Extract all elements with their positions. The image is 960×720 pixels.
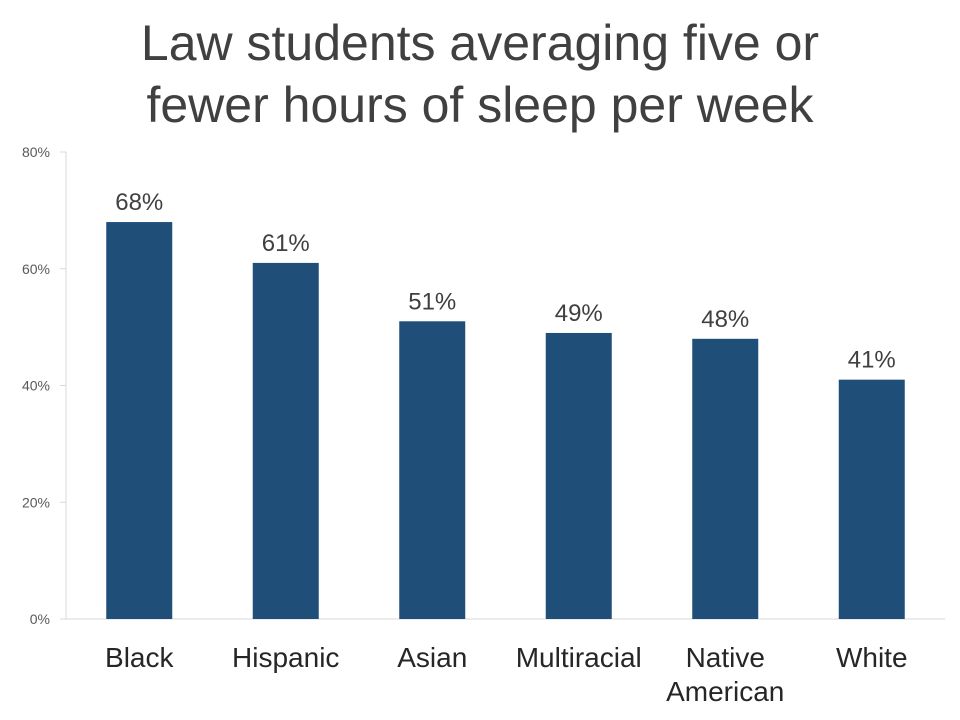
category-label: Black: [105, 642, 174, 673]
category-labels: Black Hispanic Asian Multiracial NativeAmeri…: [105, 642, 908, 707]
y-tick-label: 20%: [22, 494, 50, 510]
data-labels: 68% 61% 51% 49% 48% 41%: [115, 189, 896, 374]
chart-title: Law students averaging five or fewer hou…: [0, 12, 960, 136]
y-tick-label: 0%: [30, 611, 50, 627]
category-label: Multiracial: [516, 642, 642, 673]
bar: [692, 338, 759, 619]
chart-title-line-1: Law students averaging five or: [140, 15, 820, 71]
category-label: White: [836, 642, 908, 673]
bars: [106, 222, 905, 620]
y-tick-label: 80%: [22, 144, 50, 160]
data-label: 51%: [408, 288, 456, 315]
category-label: Asian: [397, 642, 467, 673]
bar: [838, 379, 905, 619]
category-label: Native: [686, 642, 765, 673]
y-tick-label: 60%: [22, 261, 50, 277]
y-axis: 0% 20% 40% 60% 80%: [22, 144, 67, 627]
data-label: 48%: [701, 306, 749, 333]
data-label: 61%: [262, 230, 310, 257]
data-label: 49%: [555, 300, 603, 327]
y-tick-label: 40%: [22, 378, 50, 394]
data-label: 41%: [848, 347, 896, 374]
bar: [106, 222, 173, 620]
category-label: American: [666, 676, 784, 707]
bar: [399, 321, 466, 619]
data-label: 68%: [115, 189, 163, 216]
bar: [252, 262, 319, 619]
bar: [545, 332, 612, 619]
chart-title-line-2: fewer hours of sleep per week: [146, 77, 814, 133]
category-label: Hispanic: [232, 642, 339, 673]
